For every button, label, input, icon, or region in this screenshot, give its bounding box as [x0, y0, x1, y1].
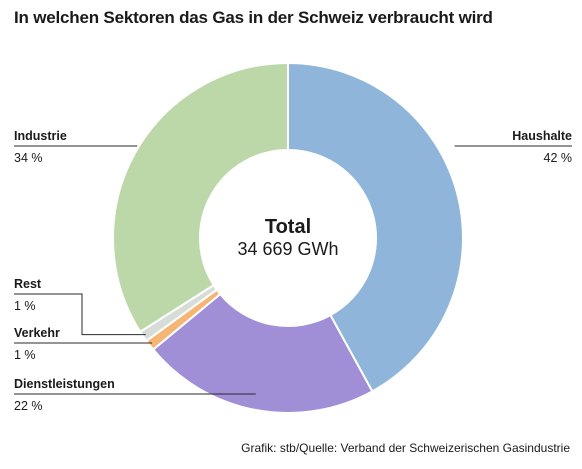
slice-industrie	[112, 61, 289, 334]
slice-haushalte	[287, 61, 465, 393]
chart-title: In welchen Sektoren das Gas in der Schwe…	[14, 8, 493, 27]
donut-slices	[112, 61, 465, 414]
label-verkehr: Verkehr	[14, 326, 60, 340]
label-industrie: Industrie	[14, 129, 67, 143]
slice-labels: Haushalte 42 % Dienstleistungen 22 % Verkehr…	[14, 129, 572, 413]
value-rest: 1 %	[14, 299, 36, 313]
value-dienstleistungen: 22 %	[14, 399, 43, 413]
source-note: Grafik: stb/Quelle: Verband der Schweize…	[241, 441, 570, 455]
center-total-label: Total	[265, 216, 311, 238]
slice-dienstleistungen	[151, 292, 374, 414]
value-haushalte: 42 %	[544, 151, 573, 165]
label-rest: Rest	[14, 277, 42, 291]
leader-line-rest	[14, 293, 146, 336]
label-dienstleistungen: Dienstleistungen	[14, 377, 115, 391]
center-total-value: 34 669 GWh	[237, 239, 338, 259]
leader-lines	[14, 145, 572, 395]
value-industrie: 34 %	[14, 151, 43, 165]
label-haushalte: Haushalte	[512, 129, 572, 143]
value-verkehr: 1 %	[14, 348, 36, 362]
